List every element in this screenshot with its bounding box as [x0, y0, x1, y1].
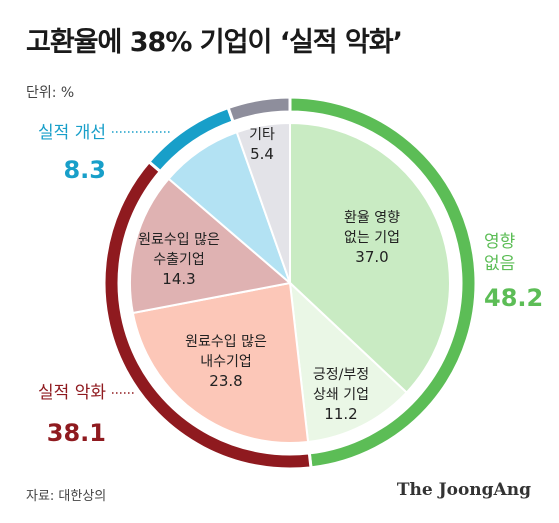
publisher-logo: The JoongAng	[396, 480, 531, 500]
unit-label: 단위: %	[26, 85, 75, 101]
slice-label: 수출기업	[153, 252, 205, 268]
slice-label: 없는 기업	[344, 230, 400, 246]
slice-label: 원료수입 많은	[185, 334, 267, 350]
pie-slice	[288, 280, 409, 444]
group-value-label: 38.1	[47, 419, 106, 447]
group-name-label: 실적 개선	[38, 123, 106, 143]
slice-label: 원료수입 많은	[138, 232, 220, 248]
slice-label: 긍정/부정	[313, 367, 369, 383]
slice-label: 환율 영향	[344, 210, 400, 226]
chart-title: 고환율에 38% 기업이 ‘실적 악화’	[26, 27, 403, 58]
group-value-label: 48.2	[484, 284, 543, 312]
slice-label: 내수기업	[200, 354, 252, 370]
group-name-label: 영향	[484, 232, 515, 252]
pie-slice	[235, 121, 291, 284]
group-name-label: 없음	[484, 254, 515, 274]
slice-value-label: 5.4	[250, 145, 274, 163]
slice-label: 기타	[249, 127, 275, 143]
group-ring	[102, 95, 478, 471]
group-value-label: 8.3	[63, 156, 106, 184]
slice-value-label: 37.0	[355, 248, 388, 266]
group-ring-arc	[226, 95, 292, 124]
pie-slice	[289, 121, 451, 394]
slice-value-label: 23.8	[209, 372, 242, 390]
slice-label: 상쇄 기업	[313, 387, 369, 403]
source-note: 자료: 대한상의	[26, 489, 107, 504]
pie-slices	[129, 121, 451, 444]
pie-slice	[129, 177, 293, 315]
pie-slice	[131, 281, 310, 444]
slice-value-label: 14.3	[162, 270, 195, 288]
slice-value-label: 11.2	[324, 405, 357, 423]
group-name-label: 실적 악화	[38, 383, 106, 403]
